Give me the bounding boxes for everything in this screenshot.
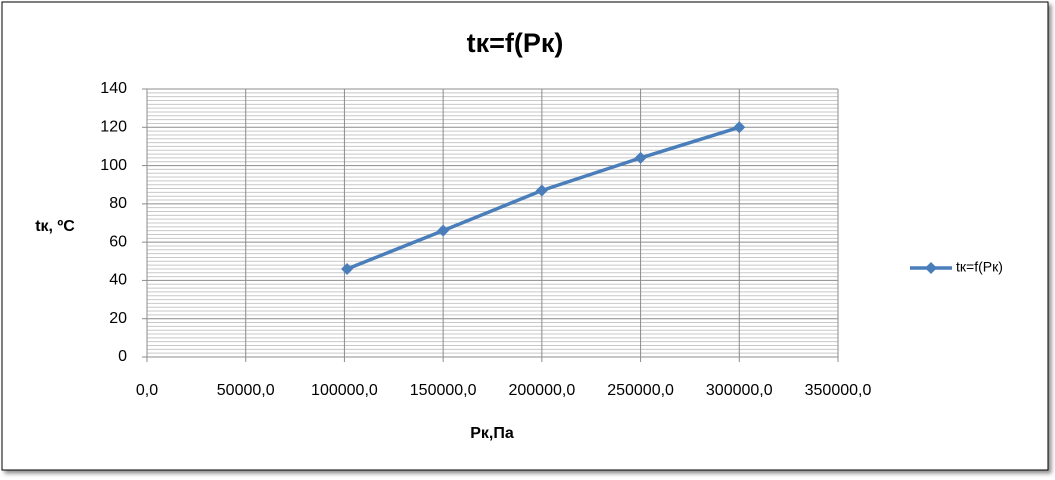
data-point <box>535 184 548 197</box>
y-tick-label: 140 <box>100 80 127 97</box>
y-tick-label: 0 <box>118 348 127 365</box>
x-tick-label: 300000,0 <box>706 382 773 399</box>
data-point <box>341 262 354 275</box>
grid <box>142 88 839 362</box>
x-tick-label: 350000,0 <box>805 382 872 399</box>
legend-label: tк=f(Pк) <box>956 259 1003 275</box>
chart-frame <box>1 1 1049 471</box>
x-tick-label: 100000,0 <box>311 382 378 399</box>
x-tick-label: 150000,0 <box>410 382 477 399</box>
data-point <box>437 224 450 237</box>
x-tick-label: 50000,0 <box>217 382 275 399</box>
y-tick-label: 100 <box>100 157 127 174</box>
y-tick-label: 80 <box>109 195 127 212</box>
data-point <box>634 151 647 164</box>
data-point <box>733 121 746 134</box>
y-axis-label: tк, ºC <box>35 218 75 235</box>
y-tick-label: 40 <box>109 272 127 289</box>
x-tick-label: 200000,0 <box>508 382 575 399</box>
y-tick-label: 20 <box>109 310 127 327</box>
y-tick-label: 120 <box>100 119 127 136</box>
legend-marker <box>925 262 937 274</box>
x-tick-label: 0,0 <box>136 382 158 399</box>
x-tick-label: 250000,0 <box>607 382 674 399</box>
y-tick-label: 60 <box>109 233 127 250</box>
plot <box>341 121 746 275</box>
x-axis-label: Pк,Па <box>470 425 514 442</box>
chart-title: tк=f(Pк) <box>467 28 564 58</box>
